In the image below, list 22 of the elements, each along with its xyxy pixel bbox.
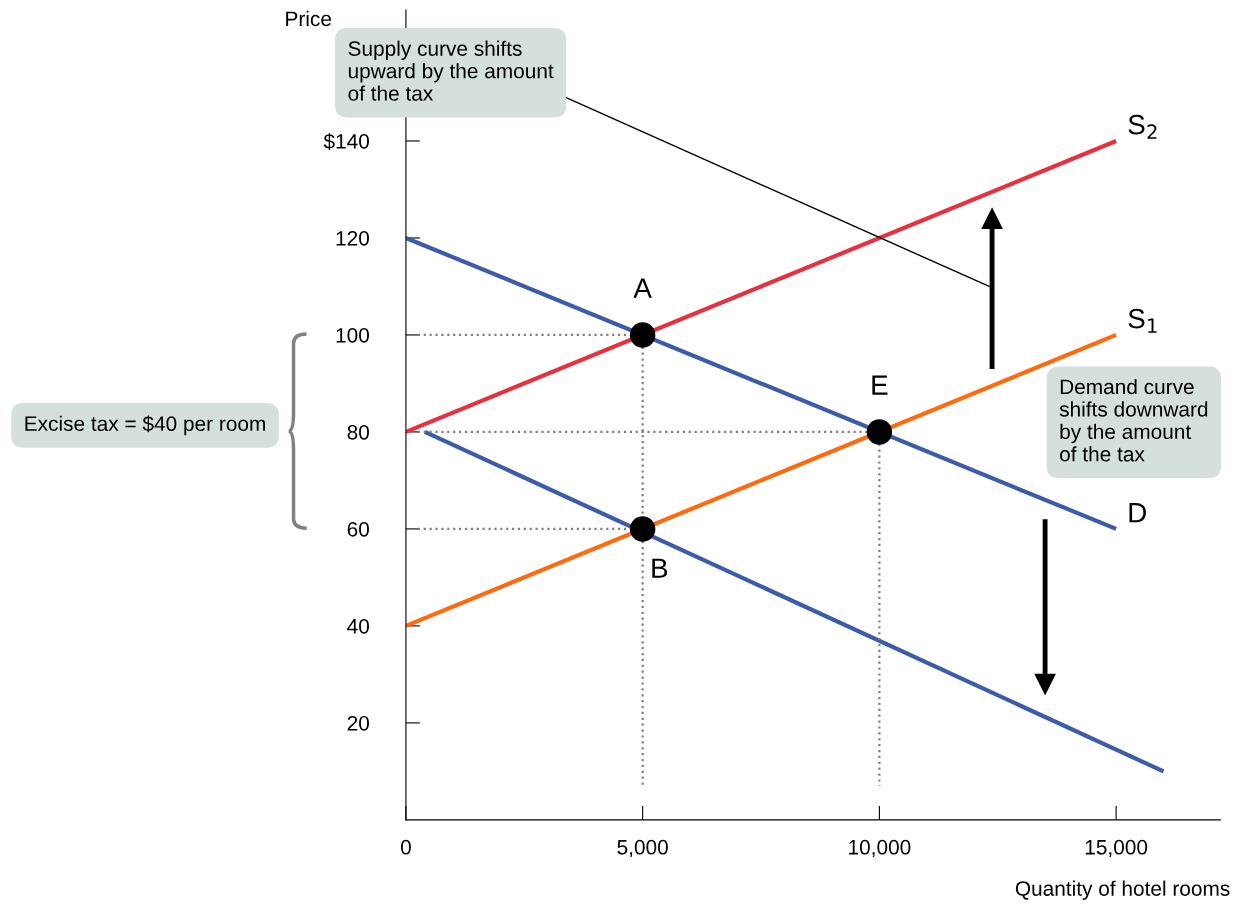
y-tick-label: 120 [336,230,369,246]
x-axis-title: Quantity of hotel rooms [1015,880,1230,901]
x-tick-label: 15,000 [1085,839,1148,858]
annotation: Supply curve shifts upward by the amount of the tax [348,40,554,101]
y-tick-label: 40 [347,618,369,634]
annotation: A [633,278,652,298]
x-tick-label: 5,000 [617,839,668,858]
y-tick-label: 20 [347,715,369,731]
annotation: B [652,558,668,578]
x-tick-label: 0 [400,839,411,855]
text: Excise tax = $40 per room [25,415,265,436]
x-tick-label: 10,000 [849,839,911,858]
y-tick-label: 80 [347,424,369,440]
series-label: S$_{2}$ [1128,114,1157,139]
y-tick-label: $140 [323,133,369,150]
series-label: D [1129,503,1146,523]
y-tick-label: 60 [347,521,369,537]
y-tick-label: 100 [336,327,369,343]
series-label: S$_{1}$ [1128,308,1157,333]
annotation: Demand curve shifts downward by the amount of the tax [1059,378,1208,462]
y-axis-title: Price [286,10,332,27]
annotation: E [872,375,888,395]
